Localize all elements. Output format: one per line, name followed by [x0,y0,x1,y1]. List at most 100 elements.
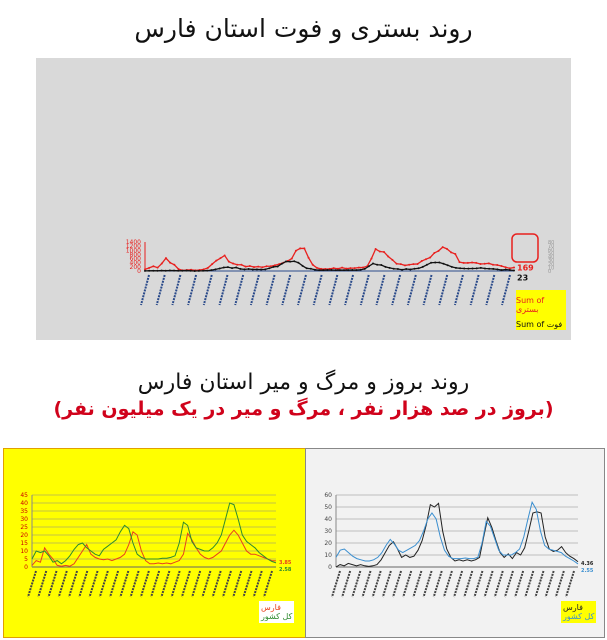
data-point [148,266,151,269]
x-tick-mark [344,274,355,306]
x-tick-mark [160,570,171,598]
x-tick-mark [155,274,166,306]
series-line-0 [335,502,579,568]
end-value-label: 169 [517,263,534,272]
y-tick-label: 20 [20,532,28,539]
end-value-label: 3.85 [279,560,292,566]
x-tick-mark [312,274,323,306]
data-point [396,268,399,271]
data-point [513,269,515,272]
x-tick-mark [554,570,565,598]
x-tick-mark [202,274,213,306]
data-point [384,265,387,268]
data-point [223,254,226,257]
data-point [496,268,499,271]
x-tick-mark [263,570,273,598]
x-tick-mark [27,570,37,598]
x-tick-mark [252,570,263,598]
data-point [378,250,381,253]
y-tick-label: 15 [20,540,28,547]
x-tick-mark [463,570,474,598]
data-point [370,257,373,260]
end-value-label: 2.55 [581,568,594,574]
x-tick-mark [68,570,78,598]
data-point [222,266,225,269]
end-value-label: 23 [517,273,528,282]
y-tick-label: 800 [130,251,142,258]
data-point [425,263,428,266]
data-point [475,267,478,270]
y-tick-label: 45 [20,492,28,499]
data-point [433,251,436,254]
x-tick-mark [565,570,575,598]
data-point [471,261,474,264]
series-line-0 [31,529,277,567]
data-point [181,269,184,272]
data-point [380,263,383,266]
bottom-subtitle: (بروز در صد هزار نفر ، مرگ و میر در یک م… [53,398,554,420]
data-point [318,269,321,272]
data-point [269,265,272,268]
data-point [235,266,238,269]
y-tick-label: 200 [130,264,142,271]
data-point [488,267,491,270]
y-tick-label: 10 [20,548,28,555]
data-point [305,267,308,270]
data-point [152,269,155,272]
x-tick-mark [265,274,276,306]
x-tick-mark [493,570,504,598]
data-point [416,262,419,265]
x-tick-mark [331,570,341,598]
data-point [483,267,486,270]
y2-tick-label: 70 [548,244,554,250]
data-point [420,260,423,263]
data-point [434,261,437,264]
x-tick-mark [453,274,464,306]
data-point [239,267,242,270]
data-point [160,269,163,272]
data-point [471,267,474,270]
data-point [492,267,495,270]
data-point [244,265,247,268]
data-point [376,263,379,266]
y2-tick-label: 10 [548,265,554,271]
data-point [458,261,461,264]
data-point [483,262,486,265]
x-tick-mark [341,570,352,598]
y-tick-label: 60 [324,492,332,499]
y-tick-label: 25 [20,524,28,531]
data-point [372,262,375,265]
data-point [280,262,283,265]
data-point [272,265,275,268]
x-tick-mark [150,570,161,598]
data-point [387,255,390,258]
data-point [388,266,391,269]
data-point [177,269,180,272]
x-tick-mark [381,570,392,598]
y-tick-label: 50 [324,504,332,511]
data-point [496,263,499,266]
data-point [309,267,312,270]
data-point [206,266,209,269]
data-point [508,267,511,270]
data-point [508,268,511,271]
x-tick-mark [514,570,525,598]
x-tick-mark [119,570,130,598]
x-tick-mark [218,274,229,306]
data-point [197,269,200,272]
data-point [347,269,350,272]
x-tick-mark [432,570,443,598]
data-point [160,262,163,265]
data-point [467,267,470,270]
data-point [479,266,482,269]
y-tick-label: 0 [24,564,28,571]
y2-tick-label: 50 [548,251,554,257]
y2-tick-label: 0 [548,269,551,275]
x-tick-mark [109,570,120,598]
data-point [338,269,341,272]
y-tick-label: 5 [24,556,28,563]
data-point [264,268,267,271]
x-tick-mark [391,274,402,306]
data-point [446,264,449,267]
x-tick-mark [406,274,417,306]
